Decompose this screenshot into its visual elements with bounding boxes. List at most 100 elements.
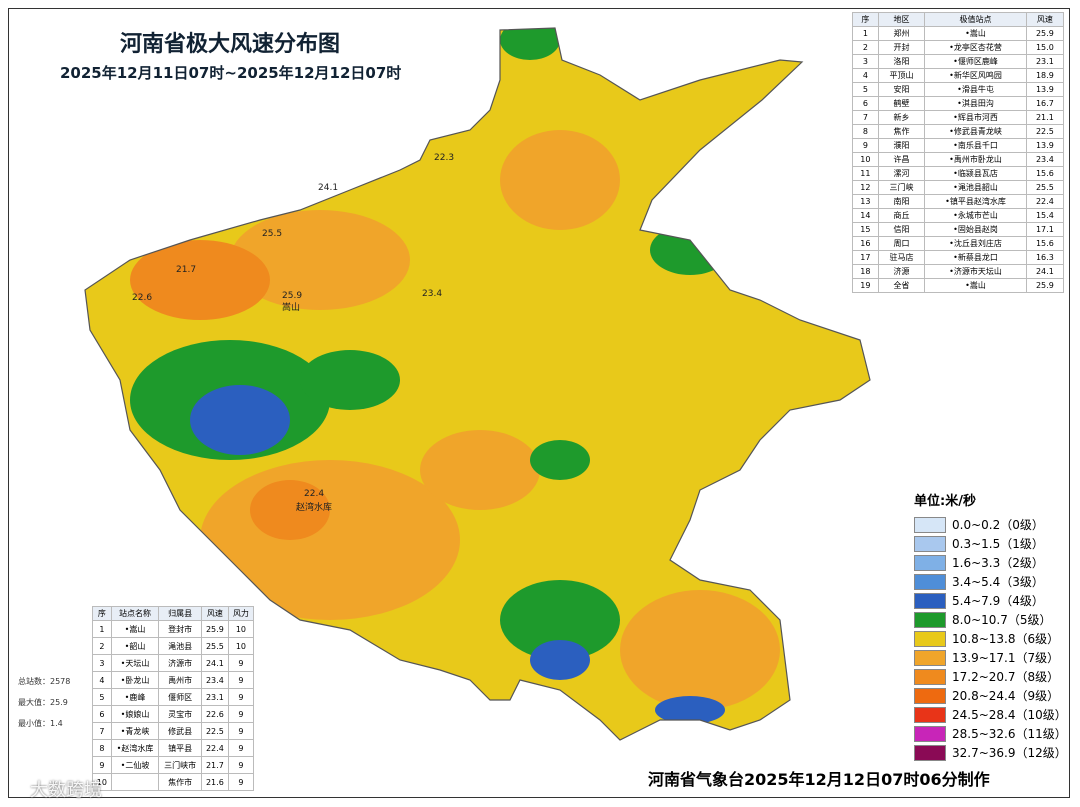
cell: 9 xyxy=(92,756,112,774)
cell: 镇平县 xyxy=(158,739,202,757)
map-label: 24.1 xyxy=(318,183,338,193)
legend: 单位:米/秒 0.0~0.2（0级） 0.3~1.5（1级） 1.6~3.3（2级） 3… xyxy=(914,490,1067,762)
legend-swatch xyxy=(914,611,946,628)
stat: 最小值：1.4 xyxy=(18,719,63,728)
map-label: 21.7 xyxy=(176,265,196,275)
cell: 25.9 xyxy=(200,620,229,638)
cell: 13.9 xyxy=(1025,82,1065,97)
cell: 7 xyxy=(852,110,879,125)
city-table: 序地区 极值站点 风速 1 郑州 •嵩山 25.9 2 开封 •龙亭区杏花营 15.0 3 洛阳 •偃师区… xyxy=(852,12,1065,293)
row: 2 •韶山 渑池县 25.5 10 xyxy=(92,637,255,655)
column-header: 序 xyxy=(852,12,879,27)
row: 7 新乡 •辉县市河西 21.1 xyxy=(852,110,1065,125)
cell: 9 xyxy=(227,739,255,757)
cell: 禹州市 xyxy=(158,671,202,689)
row: 14 商丘 •永城市芒山 15.4 xyxy=(852,208,1065,223)
legend-label: 24.5~28.4（10级） xyxy=(952,708,1067,722)
legend-item: 8.0~10.7（5级） xyxy=(914,610,1067,629)
map-label: 25.9 xyxy=(282,291,302,301)
cell: 11 xyxy=(852,166,879,181)
row: 10 许昌 •禹州市卧龙山 23.4 xyxy=(852,152,1065,167)
cell: 14 xyxy=(852,208,879,223)
row: 12 三门峡 •渑池县韶山 25.5 xyxy=(852,180,1065,195)
legend-swatch xyxy=(914,592,946,609)
cell: 3 xyxy=(852,54,879,69)
legend-item: 13.9~17.1（7级） xyxy=(914,648,1067,667)
cell xyxy=(110,773,160,791)
cell: 2 xyxy=(92,637,112,655)
column-header: 风速 xyxy=(1025,12,1065,27)
cell: 南阳 xyxy=(877,194,926,209)
cell: 8 xyxy=(92,739,112,757)
cell: 13.9 xyxy=(1025,138,1065,153)
row: 6 鹤壁 •淇县田沟 16.7 xyxy=(852,96,1065,111)
row: 16 周口 •沈丘县刘庄店 15.6 xyxy=(852,236,1065,251)
cell: 商丘 xyxy=(877,208,926,223)
cell: 10 xyxy=(852,152,879,167)
header-row: 序站点名称 归属县 风速 风力 xyxy=(92,606,255,621)
row: 11 漯河 •临颍县瓦店 15.6 xyxy=(852,166,1065,181)
cell: •嵩山 xyxy=(924,278,1027,293)
cell: •卧龙山 xyxy=(110,671,160,689)
cell: •嵩山 xyxy=(110,620,160,638)
cell: 三门峡 xyxy=(877,180,926,195)
cell: 10 xyxy=(92,773,112,791)
cell: 郑州 xyxy=(877,26,926,41)
legend-swatch xyxy=(914,706,946,723)
map-label: 23.4 xyxy=(422,289,442,299)
cell: 25.9 xyxy=(1025,278,1065,293)
map-label: 22.4 xyxy=(304,489,324,499)
footer: 河南省气象台2025年12月12日07时06分制作 xyxy=(648,770,990,789)
cell: 5 xyxy=(852,82,879,97)
legend-label: 1.6~3.3（2级） xyxy=(952,556,1044,570)
legend-item: 24.5~28.4（10级） xyxy=(914,705,1067,724)
legend-item: 0.0~0.2（0级） xyxy=(914,515,1067,534)
cell: 灵宝市 xyxy=(158,705,202,723)
legend-item: 28.5~32.6（11级） xyxy=(914,724,1067,743)
row: 9 濮阳 •南乐县千口 13.9 xyxy=(852,138,1065,153)
cell: •赵湾水库 xyxy=(110,739,160,757)
cell: 17.1 xyxy=(1025,222,1065,237)
cell: 全省 xyxy=(877,278,926,293)
cell: •娘娘山 xyxy=(110,705,160,723)
map-label: 赵湾水库 xyxy=(296,501,332,513)
cell: 15.0 xyxy=(1025,40,1065,55)
cell: 23.1 xyxy=(1025,54,1065,69)
stat: 最大值：25.9 xyxy=(18,698,68,707)
map-label: 22.3 xyxy=(434,153,454,163)
cell: 周口 xyxy=(877,236,926,251)
title: 河南省极大风速分布图 xyxy=(120,32,341,57)
cell: 15.4 xyxy=(1025,208,1065,223)
cell: 济源市 xyxy=(158,654,202,672)
legend-swatch xyxy=(914,573,946,590)
legend-swatch xyxy=(914,535,946,552)
subtitle: 2025年12月11日07时~2025年12月12日07时 xyxy=(60,64,402,82)
cell: 18 xyxy=(852,264,879,279)
cell: •辉县市河西 xyxy=(924,110,1027,125)
row: 18 济源 •济源市天坛山 24.1 xyxy=(852,264,1065,279)
cell: 10 xyxy=(227,620,255,638)
legend-label: 5.4~7.9（4级） xyxy=(952,594,1044,608)
cell: 24.1 xyxy=(1025,264,1065,279)
cell: 4 xyxy=(92,671,112,689)
cell: 9 xyxy=(227,756,255,774)
cell: •龙亭区杏花营 xyxy=(924,40,1027,55)
cell: 18.9 xyxy=(1025,68,1065,83)
cell: 23.1 xyxy=(200,688,229,706)
cell: 16.3 xyxy=(1025,250,1065,265)
cell: 平顶山 xyxy=(877,68,926,83)
cell: 驻马店 xyxy=(877,250,926,265)
legend-swatch xyxy=(914,649,946,666)
cell: 16 xyxy=(852,236,879,251)
row: 1 •嵩山 登封市 25.9 10 xyxy=(92,620,255,638)
cell: 9 xyxy=(227,688,255,706)
cell: 9 xyxy=(227,705,255,723)
map-label: 25.5 xyxy=(262,229,282,239)
cell: 22.4 xyxy=(200,739,229,757)
cell: 三门峡市 xyxy=(158,756,202,774)
cell: 济源 xyxy=(877,264,926,279)
cell: 7 xyxy=(92,722,112,740)
cell: •永城市芒山 xyxy=(924,208,1027,223)
cell: •镇平县赵湾水库 xyxy=(924,194,1027,209)
